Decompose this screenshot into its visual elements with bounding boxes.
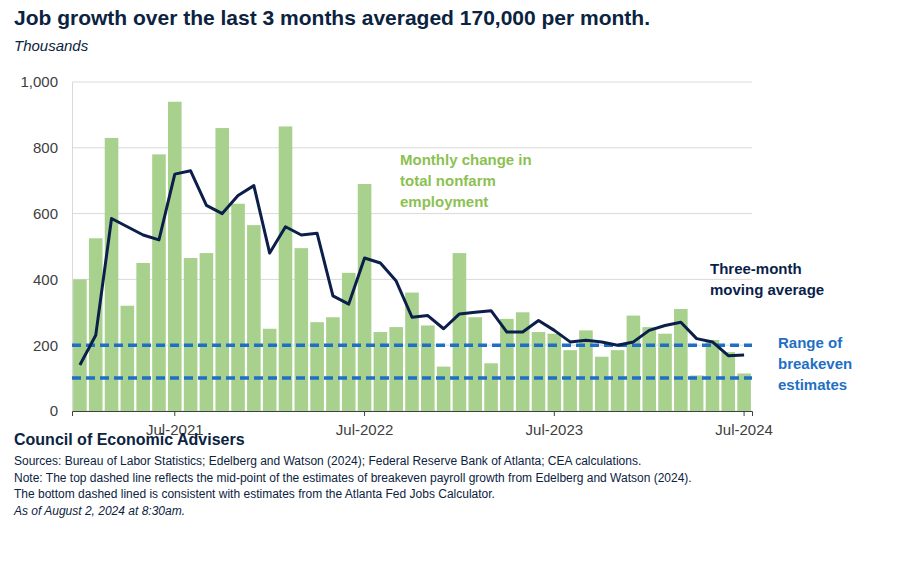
y-tick-label: 400 bbox=[33, 271, 58, 288]
reference-label-line: breakeven bbox=[778, 355, 852, 372]
bar bbox=[421, 325, 435, 411]
series-label-line: moving average bbox=[710, 281, 824, 298]
bar bbox=[136, 263, 150, 411]
series-label-line: Monthly change in bbox=[400, 151, 532, 168]
grid-line bbox=[72, 82, 752, 83]
bar bbox=[484, 363, 498, 411]
footer-note: Note: The top dashed line reflects the m… bbox=[14, 471, 692, 485]
background bbox=[0, 0, 897, 564]
bar bbox=[627, 316, 641, 411]
bar bbox=[721, 352, 735, 411]
y-tick-label: 200 bbox=[33, 337, 58, 354]
bar bbox=[405, 293, 419, 411]
y-tick: 600 bbox=[33, 205, 72, 222]
bar bbox=[247, 225, 261, 411]
footer-note: The bottom dashed lined is consistent wi… bbox=[14, 487, 495, 501]
grid bbox=[72, 82, 752, 411]
x-tick-label: Jul-2024 bbox=[715, 421, 773, 438]
bar bbox=[611, 350, 625, 411]
reference-label-line: Range of bbox=[778, 334, 843, 351]
bar bbox=[168, 102, 182, 411]
y-tick-label: 1,000 bbox=[20, 73, 58, 90]
x-tick-label: Jul-2022 bbox=[336, 421, 394, 438]
reference-label: Range of breakeven estimates bbox=[778, 334, 852, 393]
bar bbox=[690, 375, 704, 411]
bar bbox=[389, 327, 403, 411]
bar bbox=[215, 128, 229, 411]
x-tick: Jul-2022 bbox=[336, 411, 394, 438]
footer-sources: Sources: Bureau of Labor Statistics; Ede… bbox=[14, 454, 641, 468]
bar bbox=[152, 154, 166, 411]
y-axis: 0 200 400 600 800 1,000 bbox=[20, 73, 72, 419]
bar bbox=[184, 258, 198, 411]
bar bbox=[468, 317, 482, 411]
x-tick-mark bbox=[744, 411, 745, 416]
line bbox=[80, 171, 744, 365]
x-tick-mark bbox=[554, 411, 555, 416]
chart: Job growth over the last 3 months averag… bbox=[0, 0, 897, 564]
subtitle: Thousands bbox=[14, 37, 89, 54]
series-label-line: employment bbox=[400, 193, 488, 210]
y-tick-label: 0 bbox=[50, 402, 58, 419]
bar bbox=[706, 340, 720, 411]
bar bbox=[263, 329, 277, 411]
bar bbox=[453, 253, 467, 411]
reference-line bbox=[72, 376, 752, 380]
x-tick: Jul-2024 bbox=[715, 411, 773, 438]
bar bbox=[121, 306, 135, 411]
bar bbox=[105, 138, 119, 411]
title: Job growth over the last 3 months averag… bbox=[14, 6, 650, 29]
x-tick-label: Jul-2023 bbox=[526, 421, 584, 438]
bar bbox=[200, 253, 214, 411]
bar bbox=[231, 204, 245, 411]
x-axis-line bbox=[73, 412, 753, 417]
y-tick: 800 bbox=[33, 139, 72, 156]
x-tick-mark bbox=[174, 411, 175, 416]
bar bbox=[295, 248, 309, 411]
bar bbox=[563, 350, 577, 411]
y-tick: 0 bbox=[50, 402, 72, 419]
y-tick: 1,000 bbox=[20, 73, 72, 90]
bar bbox=[579, 330, 593, 411]
bar-series bbox=[73, 102, 751, 411]
bar bbox=[437, 367, 451, 411]
x-tick: Jul-2023 bbox=[526, 411, 584, 438]
y-tick: 400 bbox=[33, 271, 72, 288]
series-label-line: Three-month bbox=[710, 260, 802, 277]
bar bbox=[326, 317, 340, 411]
y-tick-label: 600 bbox=[33, 205, 58, 222]
footer-date: As of August 2, 2024 at 8:30am. bbox=[13, 504, 185, 518]
series-label-line: total nonfarm bbox=[400, 172, 496, 189]
y-tick-label: 800 bbox=[33, 139, 58, 156]
grid-line bbox=[72, 345, 752, 346]
y-tick: 200 bbox=[33, 337, 72, 354]
series-label: Monthly change in total nonfarm employment bbox=[400, 151, 532, 210]
y-axis-line bbox=[72, 83, 73, 412]
reference-label-line: estimates bbox=[778, 376, 847, 393]
bar bbox=[279, 126, 293, 411]
bar bbox=[310, 322, 324, 411]
plot-area bbox=[72, 102, 752, 411]
footer-org: Council of Economic Advisers bbox=[14, 431, 245, 448]
bar bbox=[595, 357, 609, 411]
reference-line bbox=[72, 343, 752, 347]
x-tick-mark bbox=[364, 411, 365, 416]
series-label: Three-month moving average bbox=[710, 260, 824, 298]
bar bbox=[642, 327, 656, 411]
